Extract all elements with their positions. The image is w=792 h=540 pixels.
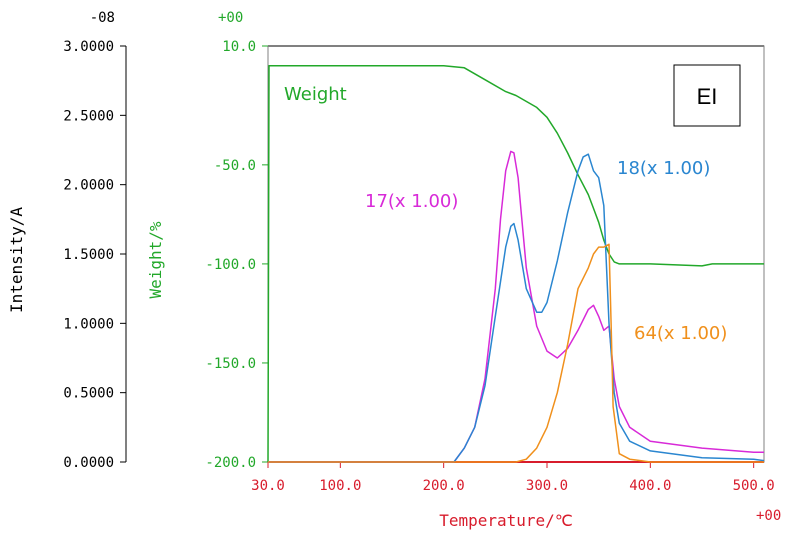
weight-series-label: Weight [284,84,347,105]
ei-legend-text: EI [697,84,718,109]
temperature-axis-ticks: 30.0 100.0 200.0 300.0 400.0 500.0 [251,461,775,494]
left-tick-label: 1.5000 [63,247,114,263]
weight-axis-exponent: +00 [218,10,243,26]
temperature-axis-label: Temperature/℃ [439,511,573,530]
x-tick-label: 300.0 [526,478,568,494]
x-tick-label: 500.0 [733,478,775,494]
x-tick-label: 100.0 [319,478,361,494]
series-17-label: 17(x 1.00) [365,191,458,212]
weight-line [267,65,764,463]
weight-tick-label: 10.0 [222,39,256,55]
ei-legend-box [673,64,741,127]
temperature-axis-exponent: +00 [756,508,781,524]
left-tick-label: 2.5000 [63,108,114,124]
left-tick-label: 0.5000 [63,386,114,402]
series-18-label: 18(x 1.00) [617,158,710,179]
weight-tick-label: -100.0 [205,257,256,273]
left-tick-label: 2.0000 [63,178,114,194]
left-tick-label: 3.0000 [63,39,114,55]
weight-tick-label: -200.0 [205,455,256,471]
x-tick-label: 200.0 [423,478,465,494]
weight-axis-label: Weight/% [146,221,165,298]
left-axis-label: Intensity/A [7,207,26,313]
series-64-label: 64(x 1.00) [634,323,727,344]
x-tick-label: 30.0 [251,478,285,494]
weight-axis-ticks: 10.0 -50.0 -100.0 -150.0 -200.0 [205,39,268,471]
weight-tick-label: -50.0 [214,158,256,174]
left-tick-label: 1.0000 [63,316,114,332]
series-18-line [268,153,765,463]
left-axis-ticks: 3.0000 2.5000 2.0000 1.5000 1.0000 0.5000 0.00… [63,39,126,471]
x-tick-label: 400.0 [629,478,671,494]
series-64-line [268,243,764,463]
left-tick-label: 0.0000 [63,455,114,471]
series-17-line [268,150,764,463]
series-lines [267,65,765,463]
left-axis-exponent: -08 [90,10,115,26]
weight-tick-label: -150.0 [205,356,256,372]
